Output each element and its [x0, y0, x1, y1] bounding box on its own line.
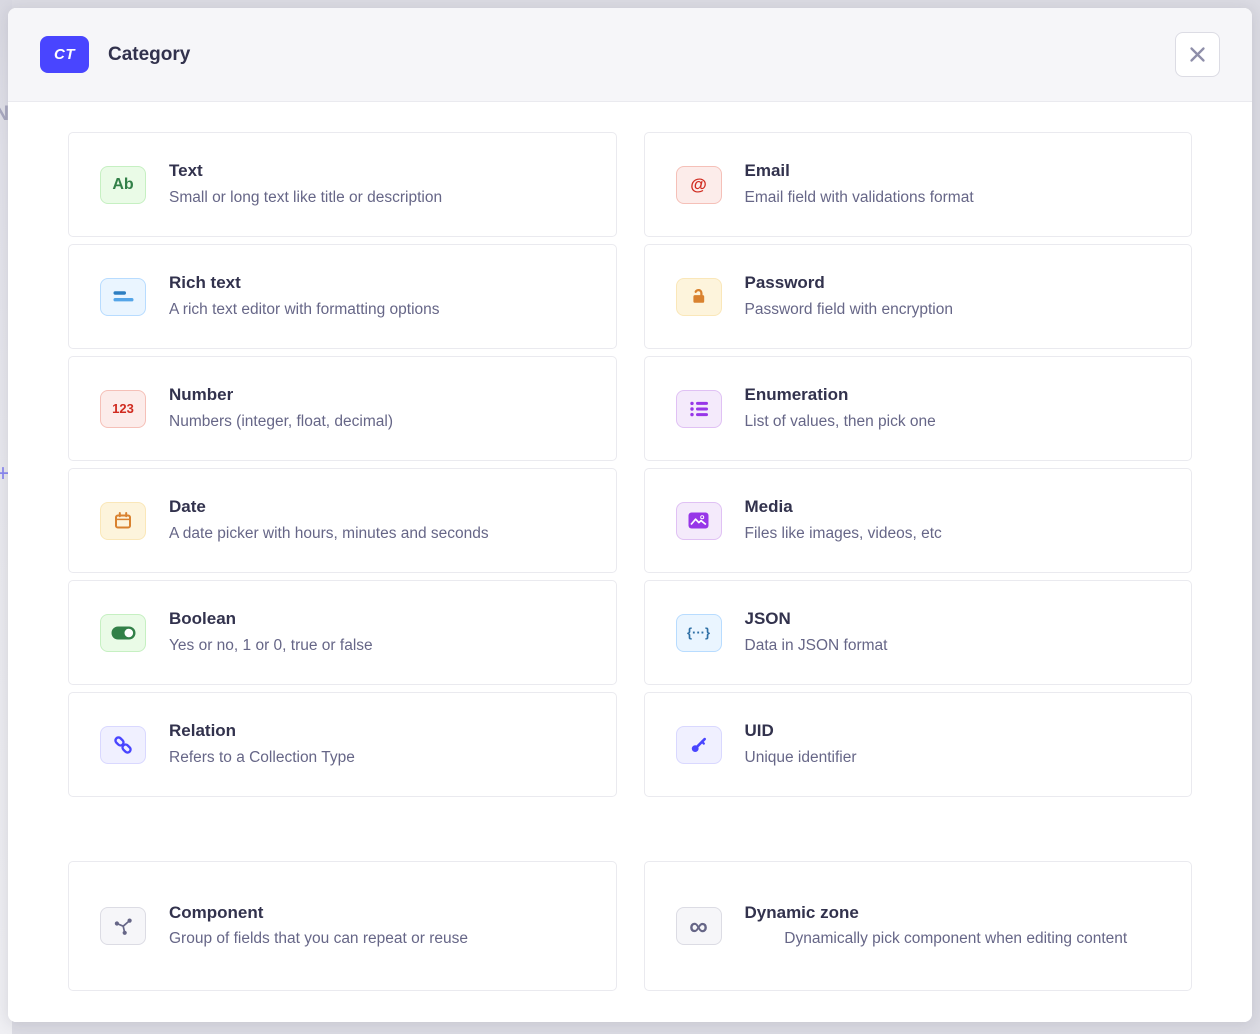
field-title: Media [744, 497, 793, 517]
field-title: Dynamic zone [744, 902, 859, 922]
field-description: Small or long text like title or descrip… [169, 188, 443, 206]
component-branch-icon [100, 907, 146, 945]
field-title: Boolean [169, 609, 237, 629]
field-card-component[interactable]: Component Group of fields that you can r… [68, 861, 617, 991]
email-at-icon: @ [675, 165, 722, 204]
field-type-picker-modal: CT Category Ab Text Small or long text l… [8, 8, 1252, 1022]
background-partial-plus: + [0, 460, 11, 487]
field-card-boolean[interactable]: Boolean Yes or no, 1 or 0, true or false [68, 580, 617, 685]
field-description: A date picker with hours, minutes and se… [169, 524, 489, 542]
field-card-password[interactable]: Password Password field with encryption [643, 244, 1192, 349]
field-card-dynamic-zone[interactable]: ∞ Dynamic zone Dynamically pick componen… [643, 861, 1192, 991]
relation-chain-icon [100, 725, 146, 764]
background-partial-text: N [0, 102, 10, 125]
field-card-uid[interactable]: UID Unique identifier [643, 692, 1192, 797]
field-card-number[interactable]: 123 Number Numbers (integer, float, deci… [68, 356, 617, 461]
close-icon [1188, 45, 1207, 64]
field-description: Email field with validations format [744, 188, 974, 206]
field-card-relation[interactable]: Relation Refers to a Collection Type [68, 692, 617, 797]
close-button[interactable] [1175, 32, 1220, 77]
field-description: Yes or no, 1 or 0, true or false [169, 636, 373, 654]
field-title: Password [744, 273, 825, 293]
boolean-toggle-icon [100, 613, 146, 652]
field-card-json[interactable]: {···} JSON Data in JSON format [643, 580, 1192, 685]
number-123-icon: 123 [100, 389, 146, 428]
field-title: Rich text [169, 273, 241, 293]
field-description: Data in JSON format [744, 636, 888, 654]
media-picture-icon [675, 501, 722, 540]
content-type-badge: CT [40, 36, 89, 73]
field-grid-default: Ab Text Small or long text like title or… [68, 132, 1192, 797]
dynamiczone-infinity-icon: ∞ [675, 907, 722, 945]
field-card-rich-text[interactable]: Rich text A rich text editor with format… [68, 244, 617, 349]
field-card-media[interactable]: Media Files like images, videos, etc [643, 468, 1192, 573]
field-description: Dynamically pick component when editing … [784, 930, 1128, 947]
field-title: Component [169, 902, 264, 922]
field-title: Relation [169, 721, 237, 741]
field-description: A rich text editor with formatting optio… [169, 300, 440, 318]
password-lock-icon [675, 277, 722, 316]
modal-body: Ab Text Small or long text like title or… [8, 102, 1252, 1022]
field-description: Group of fields that you can repeat or r… [169, 930, 468, 947]
field-description: Password field with encryption [744, 300, 954, 318]
field-title: JSON [744, 609, 791, 629]
date-calendar-icon [100, 501, 146, 540]
richtext-lines-icon [100, 277, 146, 316]
field-description: Numbers (integer, float, decimal) [169, 412, 393, 430]
enumeration-list-icon [675, 389, 722, 428]
field-title: Number [169, 385, 234, 405]
field-description: Refers to a Collection Type [169, 748, 355, 766]
json-braces-icon: {···} [675, 613, 722, 652]
field-description: Unique identifier [744, 748, 857, 766]
field-grid-advanced: Component Group of fields that you can r… [68, 861, 1192, 991]
field-card-enumeration[interactable]: Enumeration List of values, then pick on… [643, 356, 1192, 461]
field-title: Email [744, 161, 790, 181]
text-ab-icon: Ab [100, 165, 146, 204]
field-title: Enumeration [744, 385, 849, 405]
field-title: Date [169, 497, 206, 517]
field-card-text[interactable]: Ab Text Small or long text like title or… [68, 132, 617, 237]
field-description: Files like images, videos, etc [744, 524, 942, 542]
field-card-date[interactable]: Date A date picker with hours, minutes a… [68, 468, 617, 573]
field-description: List of values, then pick one [744, 412, 936, 430]
field-card-email[interactable]: @ Email Email field with validations for… [643, 132, 1192, 237]
field-title: UID [744, 721, 774, 741]
uid-key-icon [675, 725, 722, 764]
modal-title: Category [108, 43, 191, 65]
modal-header: CT Category [8, 8, 1252, 102]
field-title: Text [169, 161, 203, 181]
